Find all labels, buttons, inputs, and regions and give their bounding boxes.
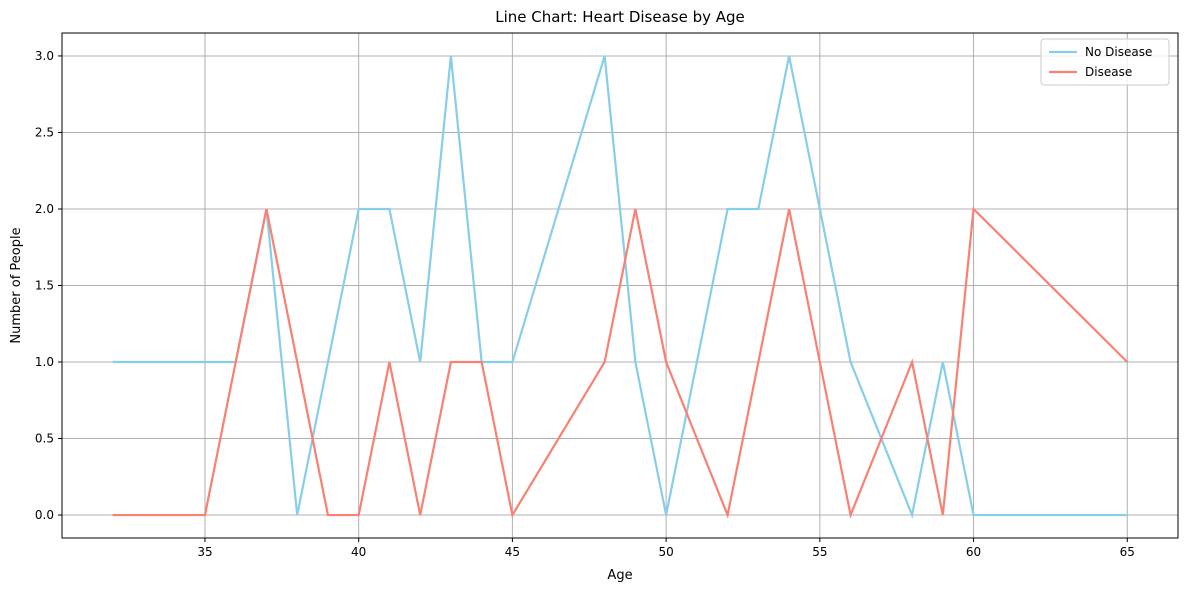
y-tick-label: 3.0 [35, 49, 54, 63]
y-axis-ticks: 0.0 0.5 1.0 1.5 2.0 2.5 3.0 [35, 49, 62, 522]
x-axis-ticks: 35 40 45 50 55 60 65 [197, 538, 1135, 559]
y-tick-label: 2.5 [35, 125, 54, 139]
legend-label-disease: Disease [1085, 65, 1132, 79]
y-tick-label: 1.5 [35, 279, 54, 293]
series-line-disease [112, 206, 1129, 519]
chart-title: Line Chart: Heart Disease by Age [495, 8, 745, 26]
x-tick-label: 35 [197, 545, 212, 559]
legend: No Disease Disease [1040, 38, 1170, 86]
x-tick-label: 65 [1120, 545, 1135, 559]
x-tick-label: 40 [351, 545, 366, 559]
legend-label-no-disease: No Disease [1085, 45, 1152, 59]
x-tick-label: 45 [505, 545, 520, 559]
y-tick-label: 2.0 [35, 202, 54, 216]
y-axis-title: Number of People [9, 227, 24, 343]
legend-box [1040, 38, 1170, 86]
x-tick-label: 50 [658, 545, 673, 559]
series-line-no-disease [112, 55, 1128, 519]
x-axis-title: Age [607, 568, 632, 583]
series-lines [112, 55, 1129, 519]
y-tick-label: 1.0 [35, 355, 54, 369]
x-tick-label: 60 [966, 545, 981, 559]
x-tick-label: 55 [812, 545, 827, 559]
y-tick-label: 0.5 [35, 432, 54, 446]
y-tick-label: 0.0 [35, 508, 54, 522]
